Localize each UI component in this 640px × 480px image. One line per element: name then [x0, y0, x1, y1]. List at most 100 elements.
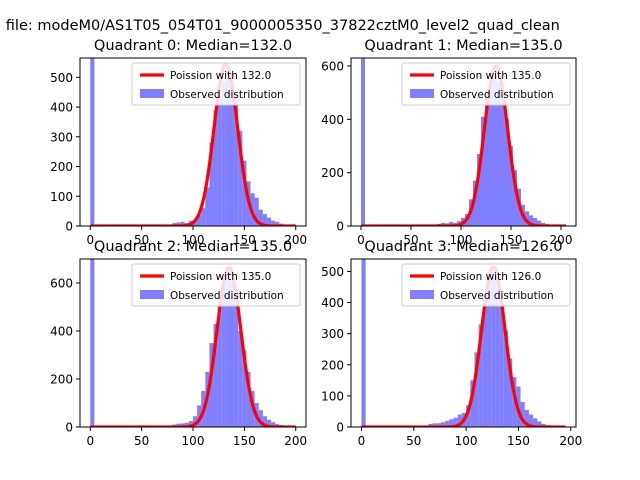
x-tick-label: 150 [500, 233, 523, 247]
histogram-bar [238, 130, 243, 226]
y-tick-label: 0 [336, 421, 344, 435]
y-tick-label: 300 [321, 327, 344, 341]
x-tick-label: 0 [357, 233, 365, 247]
legend-patch-swatch [140, 290, 164, 299]
histogram-bar [509, 146, 513, 226]
histogram-bar [205, 187, 210, 226]
y-tick-label: 500 [50, 71, 73, 85]
legend-label-observed: Observed distribution [170, 89, 284, 101]
y-tick-label: 400 [321, 113, 344, 127]
histogram-bar [512, 377, 517, 427]
y-tick-label: 600 [321, 60, 344, 74]
histogram-bar [266, 419, 272, 427]
y-tick-label: 0 [336, 220, 344, 234]
histogram-bar [436, 423, 441, 427]
histogram-bar [254, 197, 259, 226]
legend-label-observed: Observed distribution [170, 290, 284, 302]
histogram-bar [201, 208, 206, 226]
histogram-bar [262, 214, 267, 226]
histogram-bar [193, 220, 198, 226]
histogram-bar [478, 324, 483, 427]
panel-title: Quadrant 0: Median=132.0 [94, 38, 292, 54]
histogram-bar [503, 330, 508, 427]
y-tick-label: 400 [321, 296, 344, 310]
y-tick-label: 400 [50, 325, 73, 339]
legend-label-observed: Observed distribution [440, 290, 554, 302]
histogram-bar [493, 68, 497, 226]
x-tick-label: 200 [284, 434, 307, 448]
histogram-bar [485, 92, 489, 226]
histogram-bar [507, 358, 513, 427]
histogram-bar [176, 222, 181, 226]
chart-panel-3: 0 50 100 150 200 0 100 200 300 400 500 Quadrant 3: … [321, 239, 582, 448]
legend-box [131, 62, 301, 106]
legend: Poission with 135.0 Observed distribution [131, 263, 301, 307]
histogram-bar [361, 58, 365, 226]
histogram-bar [262, 416, 267, 427]
histogram-bar [449, 419, 454, 427]
histogram-bar [473, 180, 477, 226]
histogram-bar [234, 299, 239, 427]
histogram-bar [90, 58, 95, 226]
histogram-bar [271, 422, 276, 427]
histogram-bar [537, 220, 541, 226]
histogram-bar [271, 220, 276, 226]
legend: Poission with 132.0 Observed distribution [131, 62, 301, 106]
y-tick-label: 500 [321, 265, 344, 279]
legend-box [131, 263, 301, 307]
histogram-bar [209, 343, 214, 427]
figure-suptitle: n file: modeM0/AS1T05_054T01_9000005350_… [0, 18, 560, 34]
legend-label-fit: Poission with 126.0 [440, 271, 541, 283]
histogram-bar [441, 422, 446, 427]
chart-panel-0: 0 50 100 150 200 0 100 200 300 400 500 Quadrant 0: … [50, 38, 307, 247]
histogram-bar [525, 211, 529, 226]
poisson-fit-line [360, 64, 567, 226]
legend: Poission with 126.0 Observed distribution [401, 263, 571, 307]
legend-patch-swatch [140, 89, 164, 98]
y-tick-label: 0 [65, 421, 73, 435]
histogram-bar [275, 221, 280, 226]
histogram-bar [537, 421, 542, 427]
histogram-bar [229, 83, 235, 226]
x-tick-label: 200 [550, 233, 573, 247]
histogram-bar [432, 423, 437, 427]
histogram-bar [520, 402, 525, 427]
poisson-fit-line [360, 265, 567, 427]
x-tick-label: 0 [86, 434, 94, 448]
y-tick-label: 0 [65, 220, 73, 234]
histogram-bar [505, 119, 509, 226]
histogram-bar [213, 323, 218, 427]
y-tick-label: 200 [50, 373, 73, 387]
histogram-bar [474, 352, 479, 427]
panel-title: Quadrant 2: Median=135.0 [94, 239, 292, 255]
histogram-bar [491, 268, 496, 427]
x-tick-label: 200 [559, 434, 582, 448]
histogram-bar [445, 420, 450, 427]
histogram-bar [225, 271, 230, 427]
y-tick-label: 100 [321, 389, 344, 403]
histogram-bar [234, 98, 239, 226]
x-tick-label: 100 [455, 434, 478, 448]
chart-panel-2: 0 50 100 150 200 0 200 400 600 Quadrant 2: Median… [50, 239, 307, 448]
histogram-bar [482, 296, 488, 427]
histogram-bar [481, 116, 485, 226]
legend-label-fit: Poission with 135.0 [170, 271, 271, 283]
histogram-bar [197, 214, 202, 226]
y-tick-label: 100 [50, 190, 73, 204]
x-tick-label: 100 [450, 233, 473, 247]
legend-label-fit: Poission with 135.0 [440, 70, 541, 82]
y-tick-label: 200 [321, 358, 344, 372]
histogram-bar [193, 416, 198, 427]
histogram-bar [221, 283, 226, 427]
x-tick-label: 150 [233, 233, 256, 247]
plot-area [360, 58, 567, 226]
legend-box [401, 263, 571, 307]
histogram-bar [529, 215, 533, 226]
poisson-fit-line [89, 265, 297, 427]
panel-title: Quadrant 3: Median=126.0 [364, 239, 562, 255]
histogram-bar [266, 217, 272, 226]
x-tick-label: 150 [507, 434, 530, 448]
plot-area [89, 58, 297, 226]
histogram-bar [477, 154, 481, 226]
